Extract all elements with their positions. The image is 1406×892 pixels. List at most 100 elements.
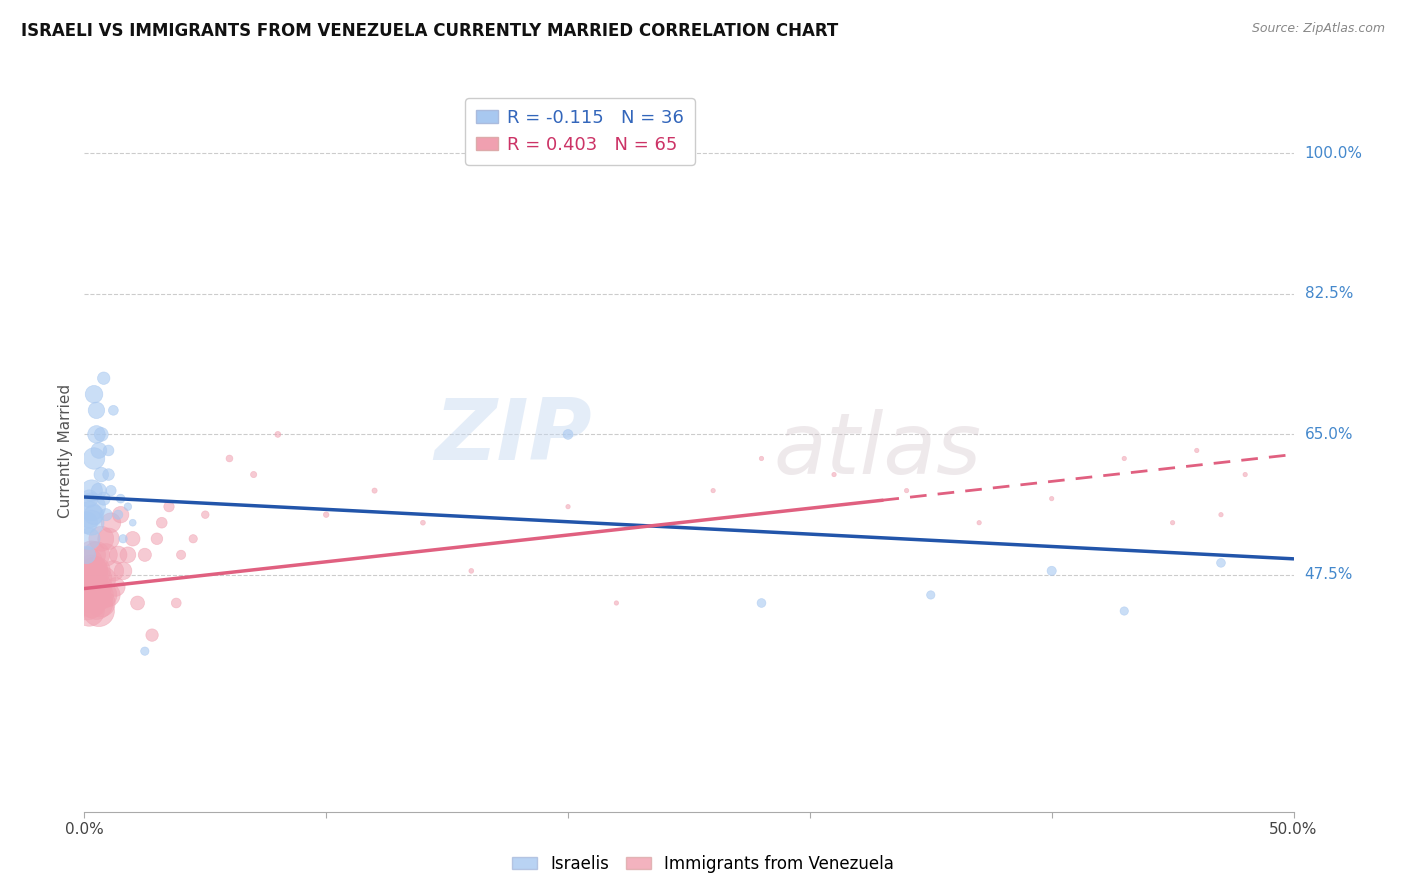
Point <box>80 500 103 514</box>
Point <box>194 508 217 522</box>
Point <box>86 580 108 594</box>
Text: atlas: atlas <box>773 409 981 492</box>
Point <box>80 596 103 610</box>
Point <box>86 596 108 610</box>
Point <box>80 516 103 530</box>
Point <box>751 451 773 466</box>
Point <box>751 596 773 610</box>
Point <box>165 596 187 610</box>
Text: 100.0%: 100.0% <box>1305 146 1362 161</box>
Text: 65.0%: 65.0% <box>1305 427 1353 442</box>
Point <box>76 572 98 586</box>
Point <box>87 483 110 498</box>
Point <box>83 564 105 578</box>
Point <box>117 500 139 514</box>
Point <box>86 403 108 417</box>
Point <box>93 588 115 602</box>
Point <box>90 467 112 482</box>
Point <box>412 516 434 530</box>
Point <box>87 443 110 458</box>
Point <box>100 483 122 498</box>
Point <box>83 580 105 594</box>
Point <box>97 588 120 602</box>
Point <box>121 532 143 546</box>
Point <box>76 596 98 610</box>
Point <box>80 548 103 562</box>
Point <box>967 516 990 530</box>
Point <box>83 588 105 602</box>
Point <box>110 508 132 522</box>
Point <box>896 483 918 498</box>
Point <box>77 604 100 618</box>
Point <box>107 508 129 522</box>
Point <box>1114 451 1136 466</box>
Point <box>920 588 942 602</box>
Point <box>1209 556 1232 570</box>
Text: ISRAELI VS IMMIGRANTS FROM VENEZUELA CURRENTLY MARRIED CORRELATION CHART: ISRAELI VS IMMIGRANTS FROM VENEZUELA CUR… <box>21 22 838 40</box>
Point <box>97 467 120 482</box>
Point <box>218 451 240 466</box>
Point <box>77 508 100 522</box>
Point <box>86 564 108 578</box>
Point <box>605 596 627 610</box>
Point <box>90 532 112 546</box>
Point <box>93 572 115 586</box>
Point <box>363 483 385 498</box>
Point <box>97 532 120 546</box>
Point <box>823 467 845 482</box>
Point <box>315 508 337 522</box>
Point <box>1209 508 1232 522</box>
Point <box>77 532 100 546</box>
Point <box>97 443 120 458</box>
Point <box>80 580 103 594</box>
Point <box>83 451 105 466</box>
Point <box>86 548 108 562</box>
Point <box>77 572 100 586</box>
Point <box>267 427 290 442</box>
Point <box>1040 564 1063 578</box>
Point <box>90 427 112 442</box>
Point <box>77 491 100 506</box>
Point <box>150 516 173 530</box>
Point <box>94 548 117 562</box>
Point <box>76 516 98 530</box>
Point <box>1234 467 1257 482</box>
Text: Source: ZipAtlas.com: Source: ZipAtlas.com <box>1251 22 1385 36</box>
Point <box>460 564 482 578</box>
Text: 47.5%: 47.5% <box>1305 567 1353 582</box>
Point <box>557 427 579 442</box>
Point <box>170 548 193 562</box>
Point <box>1040 491 1063 506</box>
Text: ZIP: ZIP <box>434 394 592 477</box>
Point <box>112 532 135 546</box>
Point <box>134 548 156 562</box>
Point <box>1114 604 1136 618</box>
Point <box>83 508 105 522</box>
Point <box>141 628 163 642</box>
Point <box>94 508 117 522</box>
Point <box>77 588 100 602</box>
Point <box>80 564 103 578</box>
Point <box>83 387 105 401</box>
Text: 82.5%: 82.5% <box>1305 286 1353 301</box>
Point <box>104 580 127 594</box>
Point <box>557 500 579 514</box>
Point <box>157 500 180 514</box>
Point <box>87 604 110 618</box>
Point <box>112 564 135 578</box>
Point <box>87 588 110 602</box>
Point <box>146 532 169 546</box>
Point <box>1161 516 1184 530</box>
Point <box>1185 443 1208 458</box>
Point <box>86 427 108 442</box>
Point <box>127 596 149 610</box>
Legend: Israelis, Immigrants from Venezuela: Israelis, Immigrants from Venezuela <box>505 848 901 880</box>
Point <box>702 483 724 498</box>
Point <box>76 548 98 562</box>
Point <box>181 532 204 546</box>
Point <box>100 516 122 530</box>
Legend: R = -0.115   N = 36, R = 0.403   N = 65: R = -0.115 N = 36, R = 0.403 N = 65 <box>465 98 695 165</box>
Point <box>242 467 264 482</box>
Point <box>110 491 132 506</box>
Point <box>103 403 125 417</box>
